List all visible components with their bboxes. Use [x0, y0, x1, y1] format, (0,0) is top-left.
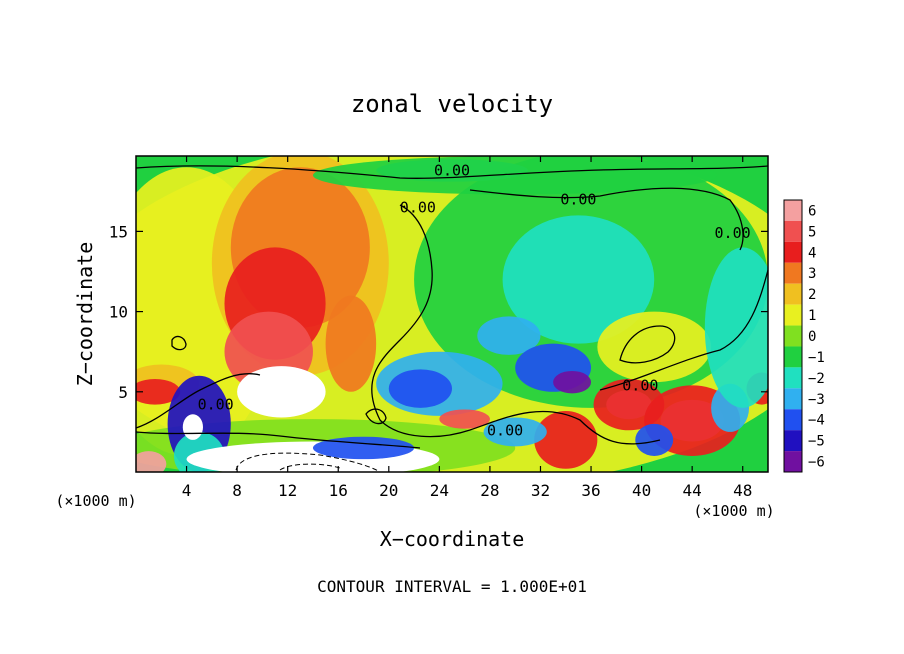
- contour-label: 0.00: [198, 396, 234, 414]
- heatmap-region: [312, 436, 415, 460]
- colorbar: 6 5 4 3 2 1 0 −1 −2 −3 −4 −5 −6: [783, 199, 825, 473]
- contour-labels: 0.00 0.00 0.00 0.00 0.00 0.00 0.00: [198, 161, 751, 439]
- contour-line: [469, 187, 744, 251]
- colorbar-label: 4: [808, 245, 816, 261]
- x-axis: 4 8 12 16 20 24 28 32 36 40 44 48: [182, 156, 752, 500]
- colorbar-swatch: [784, 283, 802, 305]
- colorbar-label: −5: [808, 434, 825, 450]
- contour-line: [135, 373, 261, 429]
- heatmap-region: [534, 411, 598, 469]
- x-tick-label: 40: [632, 481, 651, 500]
- colorbar-swatch: [784, 430, 802, 452]
- heatmap-region: [325, 295, 377, 392]
- contour-line: [599, 269, 769, 391]
- heatmap-region: [553, 370, 592, 394]
- chart-title: zonal velocity: [351, 90, 553, 118]
- y-tick-label: 5: [118, 383, 128, 402]
- x-tick-label: 44: [683, 481, 702, 500]
- contour-line: [235, 452, 381, 473]
- heatmap-field: [136, 156, 768, 472]
- y-tick-label: 10: [109, 303, 128, 322]
- colorbar-swatch: [784, 262, 802, 284]
- contour-line: [135, 431, 421, 449]
- colorbar-swatch: [784, 200, 802, 221]
- contour-label: 0.00: [622, 376, 658, 394]
- x-tick-label: 12: [278, 481, 297, 500]
- heatmap-region: [704, 247, 768, 408]
- contour-line: [371, 204, 661, 445]
- colorbar-swatch: [784, 451, 802, 472]
- x-unit-right: (×1000 m): [693, 502, 774, 520]
- x-tick-label: 24: [430, 481, 449, 500]
- colorbar-label: 1: [808, 308, 816, 324]
- contour-label: 0.00: [400, 198, 436, 216]
- colorbar-label: −6: [808, 455, 825, 471]
- colorbar-label: 5: [808, 224, 816, 240]
- heatmap-region: [597, 311, 712, 383]
- contour-label: 0.00: [487, 421, 523, 439]
- plot-area: 0.00 0.00 0.00 0.00 0.00 0.00 0.00: [135, 155, 769, 473]
- contour-line: [279, 463, 341, 471]
- heatmap-region: [477, 316, 541, 355]
- colorbar-label: 3: [808, 266, 816, 282]
- contour-label: 0.00: [560, 190, 596, 208]
- contour-line: [619, 325, 676, 364]
- heatmap-region: [635, 423, 674, 456]
- contour-line: [365, 408, 387, 425]
- x-tick-label: 36: [581, 481, 600, 500]
- contour-line: [135, 165, 769, 179]
- colorbar-frame: [783, 199, 803, 473]
- x-unit-left: (×1000 m): [55, 492, 136, 510]
- heatmap-region: [312, 156, 718, 195]
- x-tick-label: 8: [232, 481, 242, 500]
- x-tick-label: 20: [379, 481, 398, 500]
- x-axis-label: X−coordinate: [380, 527, 525, 551]
- colorbar-swatch: [784, 388, 802, 410]
- colorbar-swatch: [784, 220, 802, 242]
- x-tick-label: 16: [329, 481, 348, 500]
- y-axis-label: Z−coordinate: [73, 242, 97, 387]
- colorbar-label: 0: [808, 329, 816, 345]
- colorbar-label: 6: [808, 203, 816, 219]
- colorbar-swatch: [784, 325, 802, 347]
- contour-label: 0.00: [434, 161, 470, 179]
- y-axis: 5 10 15: [109, 222, 768, 402]
- colorbar-label: −1: [808, 350, 825, 366]
- colorbar-swatch: [784, 346, 802, 368]
- heatmap-region: [136, 378, 181, 405]
- x-tick-label: 32: [531, 481, 550, 500]
- heatmap-region: [237, 366, 326, 418]
- heatmap-region: [136, 451, 167, 472]
- contour-interval-note: CONTOUR INTERVAL = 1.000E+01: [317, 577, 587, 596]
- contour-line: [171, 335, 187, 351]
- zero-contours: [135, 165, 769, 473]
- x-tick-label: 48: [733, 481, 752, 500]
- heatmap-region: [388, 369, 452, 408]
- heatmap-region: [182, 414, 203, 440]
- colorbar-swatch: [784, 241, 802, 263]
- colorbar-label: −2: [808, 371, 825, 387]
- colorbar-swatch: [784, 367, 802, 389]
- colorbar-swatch: [784, 304, 802, 326]
- x-tick-label: 28: [480, 481, 499, 500]
- plot-frame: [135, 155, 769, 473]
- colorbar-label: 2: [808, 287, 816, 303]
- heatmap-region: [483, 417, 547, 447]
- heatmap-region: [502, 215, 655, 344]
- contour-label: 0.00: [715, 224, 751, 242]
- x-tick-label: 4: [182, 481, 192, 500]
- y-tick-label: 15: [109, 222, 128, 241]
- colorbar-label: −3: [808, 392, 825, 408]
- colorbar-swatch: [784, 409, 802, 431]
- colorbar-label: −4: [808, 413, 825, 429]
- heatmap-region: [439, 409, 490, 429]
